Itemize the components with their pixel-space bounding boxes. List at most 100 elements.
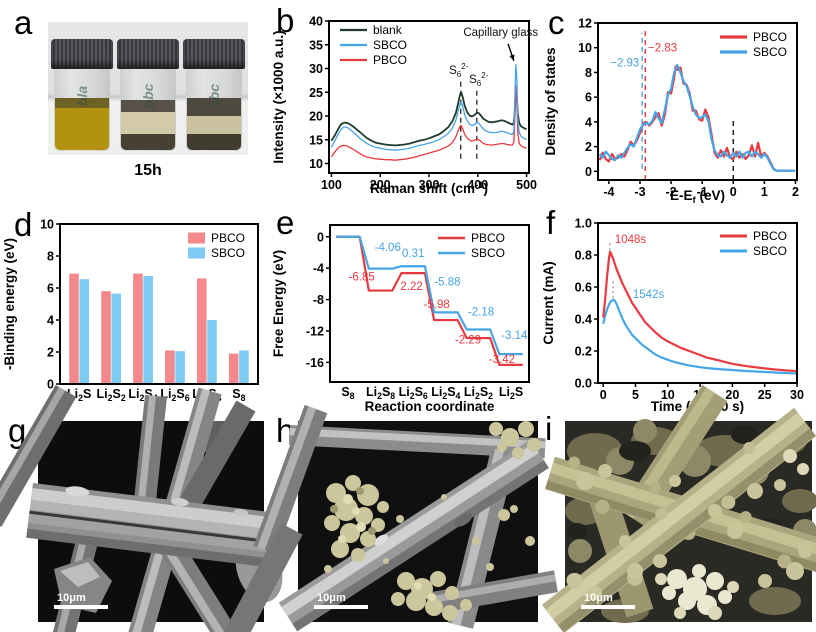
svg-text:-16: -16 — [306, 356, 324, 370]
sem-image-g: 10μm — [0, 385, 283, 632]
vial-liquid — [121, 100, 175, 150]
svg-text:25: 25 — [309, 86, 323, 100]
vial-photo: bla pbc sbc — [48, 22, 248, 155]
svg-text:S8: S8 — [232, 387, 245, 403]
svg-text:SBCO: SBCO — [753, 244, 787, 258]
svg-text:SBCO: SBCO — [211, 246, 245, 260]
vial-liquid — [187, 98, 241, 150]
free-energy-chart: S8 Li2S8 Li2S6 Li2S4 Li2S2 Li2S 0 -4 -8 -12 -16 Rea… — [271, 224, 530, 414]
svg-text:25: 25 — [758, 388, 772, 402]
vial-liquid — [55, 98, 109, 150]
svg-text:-5.98: -5.98 — [424, 299, 450, 311]
svg-text:0: 0 — [585, 165, 592, 179]
svg-text:Li2S2: Li2S2 — [96, 387, 125, 403]
panel-label-f: f — [546, 204, 556, 241]
svg-text:E-Ef (eV): E-Ef (eV) — [670, 188, 725, 206]
svg-text:Intensity (×1000 a.u.): Intensity (×1000 a.u.) — [271, 30, 286, 163]
scale-bar-label: 10μm — [584, 592, 613, 604]
svg-text:-2.18: -2.18 — [468, 306, 494, 318]
svg-text:300: 300 — [419, 178, 440, 192]
svg-text:Li2S8: Li2S8 — [366, 385, 395, 401]
svg-text:Raman shift (cm-1): Raman shift (cm-1) — [370, 180, 488, 196]
svg-text:SBCO: SBCO — [753, 45, 787, 59]
svg-text:1.0: 1.0 — [575, 217, 592, 231]
svg-text:Li2S6: Li2S6 — [399, 385, 428, 401]
svg-text:S8: S8 — [341, 385, 354, 401]
vial-marking: pbc — [140, 83, 156, 109]
carbon-fibers — [220, 404, 558, 632]
svg-text:15: 15 — [309, 133, 323, 147]
svg-text:-Binding energy (eV): -Binding energy (eV) — [2, 238, 17, 370]
svg-text:−2.93: −2.93 — [610, 57, 639, 69]
svg-text:PBCO: PBCO — [753, 229, 787, 243]
svg-text:SBCO: SBCO — [471, 246, 505, 260]
svg-text:4: 4 — [47, 314, 54, 328]
svg-text:5: 5 — [632, 388, 639, 402]
panel-label-a: a — [14, 4, 33, 41]
vial-sbco: sbc — [183, 39, 245, 151]
svg-text:-2.29: -2.29 — [455, 335, 481, 347]
svg-text:200: 200 — [370, 178, 391, 192]
svg-text:Reaction coordinate: Reaction coordinate — [365, 399, 495, 414]
svg-text:0.0: 0.0 — [575, 377, 592, 391]
scale-bar: 10μm — [314, 592, 368, 609]
svg-text:Current (mA): Current (mA) — [541, 261, 556, 344]
svg-text:Density of states: Density of states — [543, 47, 558, 155]
svg-text:SBCO: SBCO — [373, 38, 407, 52]
svg-text:10: 10 — [578, 41, 592, 55]
svg-text:-4: -4 — [313, 262, 324, 276]
scale-bar: 10μm — [581, 592, 635, 609]
panel-label-i: i — [545, 410, 553, 447]
svg-text:6: 6 — [47, 282, 54, 296]
svg-text:6: 6 — [585, 91, 592, 105]
svg-text:-4.06: -4.06 — [375, 242, 401, 254]
vial-blank: bla — [51, 39, 113, 151]
svg-text:0.4: 0.4 — [575, 313, 592, 327]
svg-text:−2.83: −2.83 — [648, 42, 677, 54]
svg-text:Free Energy (eV): Free Energy (eV) — [271, 250, 286, 357]
svg-text:Capillary glass: Capillary glass — [463, 27, 538, 39]
vial-cap — [183, 39, 245, 69]
svg-text:20: 20 — [309, 110, 323, 124]
svg-text:-12: -12 — [306, 324, 324, 338]
svg-text:Li2S: Li2S — [499, 385, 523, 401]
svg-text:S62-: S62- — [449, 62, 469, 79]
svg-text:4: 4 — [585, 115, 592, 129]
panel-label-d: d — [14, 206, 33, 243]
svg-text:-2: -2 — [666, 185, 677, 199]
polysulfide-particles — [324, 421, 541, 621]
svg-text:PBCO: PBCO — [753, 30, 787, 44]
svg-text:0.6: 0.6 — [575, 281, 592, 295]
svg-text:12: 12 — [578, 17, 592, 31]
svg-text:0: 0 — [600, 388, 607, 402]
scale-bar-label: 10μm — [317, 592, 346, 604]
svg-text:Li2S: Li2S — [67, 387, 91, 403]
raman-spectra-chart: 100 200 300 400 500 10 15 20 25 30 35 40 Raman shift… — [271, 15, 538, 197]
svg-text:0: 0 — [47, 378, 54, 392]
panel-label-e: e — [276, 204, 295, 241]
svg-text:Li2S4: Li2S4 — [431, 385, 460, 401]
svg-text:-6.85: -6.85 — [349, 272, 375, 284]
svg-text:0: 0 — [730, 185, 737, 199]
svg-text:100: 100 — [321, 178, 342, 192]
svg-text:2.22: 2.22 — [400, 281, 422, 293]
svg-text:2: 2 — [585, 140, 592, 154]
panel-label-c: c — [548, 4, 565, 41]
svg-text:0.8: 0.8 — [575, 249, 592, 263]
svg-text:30: 30 — [309, 62, 323, 76]
svg-text:1048s: 1048s — [615, 234, 647, 246]
svg-text:1542s: 1542s — [633, 289, 665, 301]
svg-text:20: 20 — [725, 388, 739, 402]
svg-text:2: 2 — [792, 185, 799, 199]
svg-text:35: 35 — [309, 38, 323, 52]
svg-text:0: 0 — [317, 230, 324, 244]
svg-text:S62-: S62- — [469, 71, 489, 88]
svg-text:400: 400 — [467, 178, 488, 192]
sem-image-h: 10μm — [220, 404, 558, 632]
vial-marking: bla — [74, 85, 90, 107]
sem-image-i: 10μm — [541, 384, 816, 632]
vial-cap — [117, 39, 179, 69]
